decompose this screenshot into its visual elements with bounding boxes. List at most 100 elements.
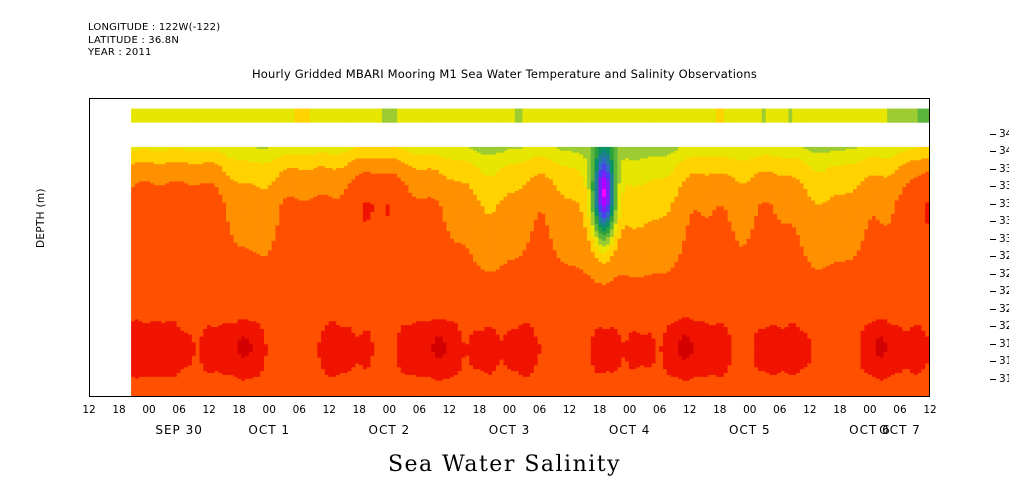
- field-cell: [169, 355, 174, 359]
- field-cell: [153, 373, 159, 376]
- field-cell: [191, 374, 197, 378]
- field-cell: [199, 246, 204, 250]
- field-cell: [195, 169, 201, 173]
- field-cell: [134, 252, 140, 255]
- field-cell: [207, 212, 212, 215]
- field-cell: [207, 227, 212, 230]
- field-cell: [165, 273, 170, 276]
- field-cell: [203, 286, 208, 290]
- field-cell: [207, 196, 212, 200]
- field-cell: [191, 378, 197, 382]
- field-cell: [191, 338, 197, 342]
- field-cell: [165, 238, 170, 242]
- field-cell: [142, 284, 148, 288]
- field-cell: [207, 323, 212, 326]
- field-cell: [146, 196, 151, 200]
- field-cell: [210, 223, 216, 227]
- field-cell: [169, 189, 174, 192]
- field-cell: [203, 271, 208, 275]
- field-cell: [176, 258, 182, 261]
- field-cell: [180, 171, 186, 175]
- field-cell: [131, 271, 136, 275]
- field-cell: [153, 169, 159, 173]
- field-cell: [142, 190, 148, 194]
- field-cell: [131, 150, 136, 154]
- field-cell: [184, 363, 189, 367]
- field-cell: [150, 150, 155, 154]
- field-cell: [161, 175, 167, 179]
- field-cell: [169, 179, 174, 183]
- field-cell: [161, 254, 167, 257]
- field-cell: [203, 246, 208, 250]
- field-cell: [180, 309, 186, 313]
- field-cell: [172, 198, 178, 202]
- field-cell: [210, 194, 216, 198]
- field-cell: [169, 177, 174, 181]
- field-cell: [172, 369, 178, 372]
- field-cell: [184, 219, 189, 223]
- field-cell: [138, 300, 144, 303]
- field-cell: [165, 167, 170, 171]
- field-cell: [176, 223, 182, 227]
- field-cell: [146, 380, 151, 384]
- field-cell: [157, 150, 163, 154]
- field-cell: [150, 384, 155, 388]
- field-cell: [203, 394, 208, 396]
- field-cell: [188, 380, 193, 384]
- field-cell: [150, 294, 155, 298]
- field-cell: [165, 200, 170, 204]
- field-cell: [157, 231, 163, 234]
- field-cell: [203, 160, 208, 163]
- field-cell: [169, 269, 174, 273]
- field-cell: [150, 246, 155, 250]
- field-cell: [172, 307, 178, 311]
- field-cell: [134, 152, 140, 156]
- field-cell: [161, 384, 167, 388]
- field-cell: [207, 198, 212, 202]
- field-cell: [142, 167, 148, 171]
- field-cell: [138, 313, 144, 317]
- field-cell: [191, 382, 197, 386]
- field-cell: [138, 233, 144, 236]
- field-cell: [172, 179, 178, 183]
- metadata-latitude: LATITUDE : 36.8N: [88, 35, 179, 46]
- field-cell: [150, 200, 155, 204]
- field-cell: [157, 275, 163, 278]
- field-cell: [134, 334, 140, 338]
- field-cell: [153, 384, 159, 388]
- field-cell: [199, 361, 204, 365]
- field-cell: [203, 223, 208, 227]
- field-cell: [146, 225, 151, 229]
- field-cell: [184, 378, 189, 382]
- field-cell: [150, 328, 155, 332]
- field-cell: [138, 363, 144, 367]
- field-cell: [165, 223, 170, 227]
- field-cell: [131, 330, 136, 334]
- field-cell: [142, 154, 148, 158]
- field-cell: [188, 208, 193, 211]
- field-cell: [146, 171, 151, 175]
- field-cell: [191, 206, 197, 209]
- field-cell: [150, 286, 155, 290]
- field-cell: [195, 229, 201, 232]
- field-cell: [169, 258, 174, 261]
- field-cell: [180, 390, 186, 393]
- field-cell: [169, 284, 174, 288]
- field-cell: [210, 150, 216, 154]
- field-cell: [210, 282, 216, 286]
- field-cell: [157, 261, 163, 265]
- field-cell: [161, 305, 167, 309]
- field-cell: [199, 206, 204, 209]
- field-cell: [138, 204, 144, 208]
- field-cell: [131, 265, 136, 269]
- field-cell: [199, 256, 204, 259]
- field-cell: [203, 275, 208, 278]
- field-cell: [172, 183, 178, 186]
- field-cell: [142, 340, 148, 344]
- field-cell: [207, 376, 212, 380]
- field-cell: [188, 367, 193, 370]
- field-cell: [207, 213, 212, 217]
- field-cell: [131, 351, 136, 355]
- field-cell: [210, 229, 216, 232]
- field-cell: [150, 378, 155, 382]
